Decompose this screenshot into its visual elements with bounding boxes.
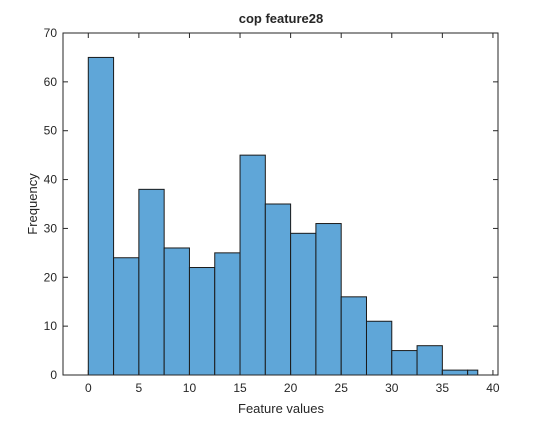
x-tick-label: 0 (85, 381, 92, 395)
y-tick-label: 40 (44, 173, 58, 187)
histogram-bar (139, 189, 164, 375)
y-tick-label: 10 (44, 319, 58, 333)
x-tick-label: 30 (385, 381, 399, 395)
histogram-bar (240, 155, 265, 375)
y-axis-label: Frequency (25, 173, 40, 235)
histogram-bar (417, 346, 442, 375)
x-tick-label: 15 (233, 381, 247, 395)
x-axis-label: Feature values (238, 401, 324, 416)
y-tick-label: 50 (44, 124, 58, 138)
x-tick-label: 25 (335, 381, 349, 395)
histogram-bar (468, 370, 478, 375)
y-tick-label: 30 (44, 221, 58, 235)
y-tick-label: 70 (44, 26, 58, 40)
x-tick-label: 5 (136, 381, 143, 395)
y-tick-label: 20 (44, 270, 58, 284)
histogram-bar (164, 248, 189, 375)
x-tick-label: 20 (284, 381, 298, 395)
histogram-bar (114, 258, 139, 375)
y-tick-label: 0 (50, 368, 57, 382)
histogram-bar (316, 224, 341, 375)
histogram-bar (215, 253, 240, 375)
histogram-bar (341, 297, 366, 375)
histogram-bar (442, 370, 467, 375)
histogram-bar (189, 268, 214, 375)
histogram-bar (88, 57, 113, 375)
histogram-bar (392, 351, 417, 375)
histogram-bar (366, 321, 391, 375)
x-tick-label: 35 (436, 381, 450, 395)
x-tick-label: 10 (183, 381, 197, 395)
histogram-bar (265, 204, 290, 375)
chart-title: cop feature28 (239, 11, 324, 26)
y-tick-label: 60 (44, 75, 58, 89)
histogram-bar (291, 233, 316, 375)
x-tick-label: 40 (486, 381, 500, 395)
